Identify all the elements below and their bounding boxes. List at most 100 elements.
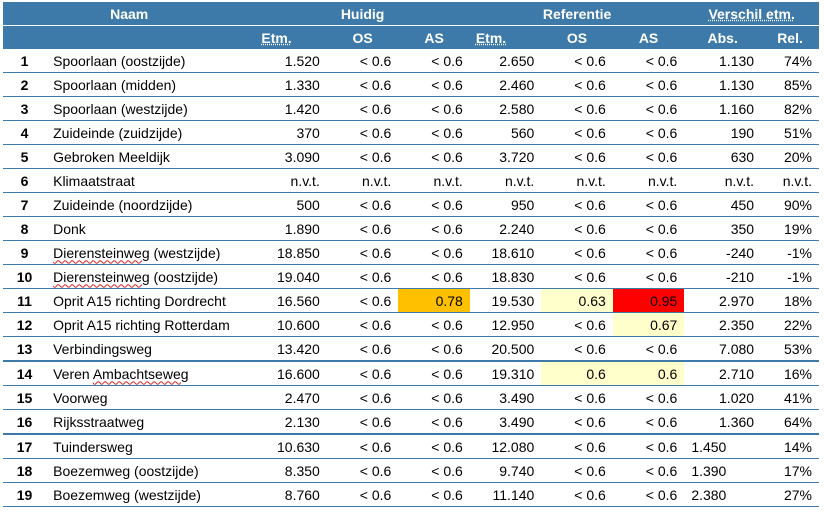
cell-etm-huidig: 1.330 — [255, 72, 327, 97]
cell-as-huidig: < 0.6 — [398, 216, 470, 241]
cell-etm-huidig: 1.420 — [255, 96, 327, 121]
cell-rel: -1% — [761, 264, 819, 289]
cell-as-huidig: < 0.6 — [398, 409, 470, 435]
location-name: Tuindersweg — [46, 434, 256, 459]
cell-rel: 19% — [761, 216, 819, 241]
cell-os-referentie: < 0.6 — [541, 144, 613, 169]
cell-as-huidig: < 0.6 — [398, 361, 470, 386]
cell-etm-referentie: n.v.t. — [469, 168, 542, 193]
location-name: Zuideinde (zuidzijde) — [46, 120, 256, 145]
cell-rel: 22% — [761, 312, 819, 337]
header-naam: Naam — [3, 2, 256, 26]
cell-os-huidig: < 0.6 — [326, 361, 399, 386]
row-number: 2 — [3, 72, 47, 97]
cell-os-referentie: < 0.6 — [541, 96, 613, 121]
cell-as-huidig: < 0.6 — [398, 72, 470, 97]
cell-etm-referentie: 20.500 — [469, 336, 542, 362]
cell-os-huidig: < 0.6 — [326, 192, 399, 217]
cell-abs: 1.020 — [684, 385, 762, 410]
cell-rel: 51% — [761, 120, 819, 145]
header-sub-etm-huidig: Etm. — [255, 25, 327, 49]
header-row-top: Naam Huidig Referentie Verschil etm. — [3, 2, 819, 26]
cell-etm-referentie: 3.490 — [469, 385, 542, 410]
cell-abs: 2.970 — [684, 288, 762, 313]
cell-as-referentie: < 0.6 — [612, 144, 685, 169]
table-row: 8 Donk 1.890 < 0.6 < 0.6 2.240 < 0.6 < 0.6 350 19… — [3, 216, 819, 241]
cell-as-huidig: < 0.6 — [398, 264, 470, 289]
cell-as-huidig: n.v.t. — [398, 168, 470, 193]
header-sub-as-referentie: AS — [612, 25, 685, 49]
cell-os-huidig: < 0.6 — [326, 96, 399, 121]
cell-abs: 7.080 — [684, 336, 762, 362]
cell-os-huidig: < 0.6 — [326, 288, 399, 313]
cell-os-huidig: < 0.6 — [326, 312, 399, 337]
row-number: 16 — [3, 409, 47, 435]
cell-etm-huidig: 8.760 — [255, 482, 327, 507]
cell-rel: 17% — [761, 458, 819, 483]
cell-abs: 1.130 — [684, 49, 762, 73]
cell-os-referentie: < 0.6 — [541, 264, 613, 289]
cell-as-referentie: 0.95 — [612, 288, 685, 313]
header-referentie: Referentie — [469, 2, 685, 26]
row-number: 14 — [3, 361, 47, 386]
location-name: Oprit A15 richting Dordrecht — [46, 288, 256, 313]
cell-etm-referentie: 12.950 — [469, 312, 542, 337]
location-name: Klimaatstraat — [46, 168, 256, 193]
cell-etm-huidig: 2.130 — [255, 409, 327, 435]
location-name: Rijksstraatweg — [46, 409, 256, 435]
row-number: 11 — [3, 288, 47, 313]
cell-os-huidig: < 0.6 — [326, 385, 399, 410]
row-number: 10 — [3, 264, 47, 289]
cell-as-referentie: < 0.6 — [612, 409, 685, 435]
cell-as-referentie: 0.6 — [612, 361, 685, 386]
cell-os-huidig: < 0.6 — [326, 409, 399, 435]
cell-as-huidig: < 0.6 — [398, 434, 470, 459]
table-row: 5 Gebroken Meeldijk 3.090 < 0.6 < 0.6 3.720 < … — [3, 144, 819, 169]
location-name: Zuideinde (noordzijde) — [46, 192, 256, 217]
row-number: 3 — [3, 96, 47, 121]
header-huidig: Huidig — [255, 2, 470, 26]
table-row: 6 Klimaatstraat n.v.t. n.v.t. n.v.t. n.v.t. n.… — [3, 168, 819, 193]
table-row: 1 Spoorlaan (oostzijde) 1.520 < 0.6 < 0.6 2.6… — [3, 49, 819, 73]
cell-os-referentie: < 0.6 — [541, 458, 613, 483]
cell-as-referentie: < 0.6 — [612, 458, 685, 483]
cell-os-referentie: n.v.t. — [541, 168, 613, 193]
cell-as-referentie: < 0.6 — [612, 192, 685, 217]
table-row: 19 Boezemweg (westzijde) 8.760 < 0.6 < 0.6 11… — [3, 482, 819, 507]
cell-as-huidig: < 0.6 — [398, 144, 470, 169]
cell-etm-huidig: 8.350 — [255, 458, 327, 483]
cell-abs: 1.130 — [684, 72, 762, 97]
road-data-table: Naam Huidig Referentie Verschil etm. Etm… — [3, 2, 819, 507]
cell-etm-huidig: 16.600 — [255, 361, 327, 386]
cell-os-referentie: < 0.6 — [541, 49, 613, 73]
cell-os-referentie: < 0.6 — [541, 336, 613, 362]
cell-rel: 20% — [761, 144, 819, 169]
cell-rel: n.v.t. — [761, 168, 819, 193]
cell-etm-referentie: 19.530 — [469, 288, 542, 313]
location-name: Veren Ambachtseweg — [46, 361, 256, 386]
cell-abs: 450 — [684, 192, 762, 217]
cell-as-referentie: < 0.6 — [612, 240, 685, 265]
cell-as-referentie: < 0.6 — [612, 336, 685, 362]
table-row: 9 Dierensteinweg (westzijde) 18.850 < 0.6 < … — [3, 240, 819, 265]
table-row: 4 Zuideinde (zuidzijde) 370 < 0.6 < 0.6 560 < … — [3, 120, 819, 145]
cell-abs: 630 — [684, 144, 762, 169]
cell-rel: 64% — [761, 409, 819, 435]
cell-abs: 1.450 — [684, 434, 762, 459]
cell-as-huidig: < 0.6 — [398, 49, 470, 73]
cell-os-huidig: < 0.6 — [326, 144, 399, 169]
cell-abs: n.v.t. — [684, 168, 762, 193]
cell-rel: 18% — [761, 288, 819, 313]
cell-as-huidig: < 0.6 — [398, 120, 470, 145]
cell-as-huidig: < 0.6 — [398, 96, 470, 121]
cell-rel: 16% — [761, 361, 819, 386]
cell-abs: 1.390 — [684, 458, 762, 483]
cell-abs: 2.380 — [684, 482, 762, 507]
cell-as-referentie: < 0.6 — [612, 434, 685, 459]
cell-rel: -1% — [761, 240, 819, 265]
cell-etm-huidig: 2.470 — [255, 385, 327, 410]
row-number: 19 — [3, 482, 47, 507]
cell-os-huidig: n.v.t. — [326, 168, 399, 193]
cell-as-referentie: < 0.6 — [612, 216, 685, 241]
cell-etm-huidig: n.v.t. — [255, 168, 327, 193]
